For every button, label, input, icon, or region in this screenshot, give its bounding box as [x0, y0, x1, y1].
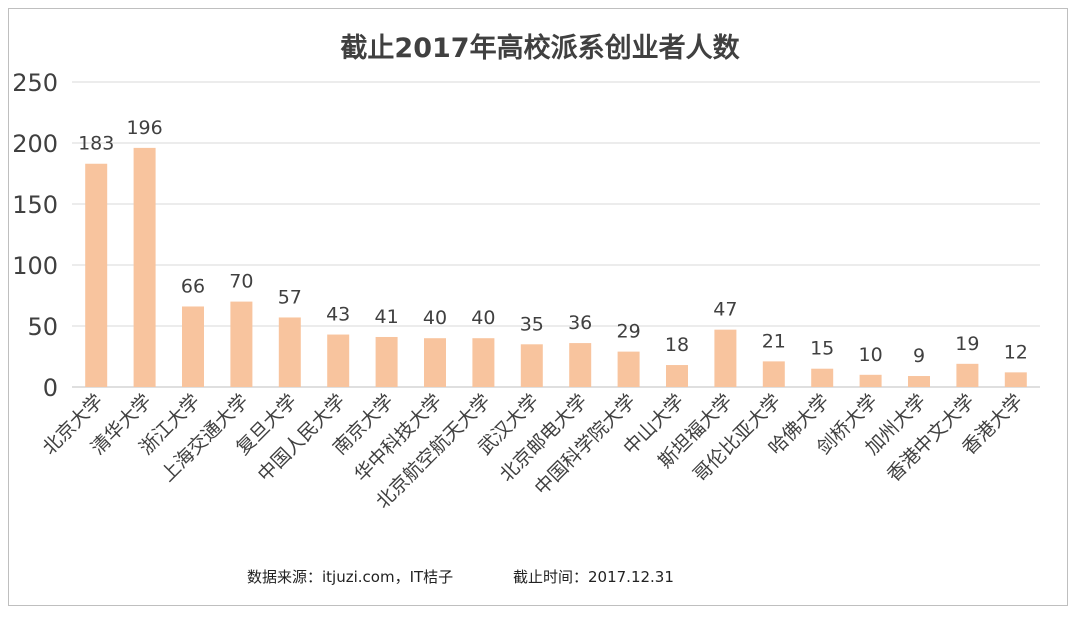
- cutoff-date-note: 截止时间：2017.12.31: [513, 568, 674, 586]
- y-tick-label: 250: [12, 69, 58, 97]
- bar: [327, 334, 350, 387]
- bar: [424, 338, 446, 387]
- data-label: 196: [126, 117, 162, 139]
- data-label: 12: [1004, 341, 1028, 363]
- bar: [182, 306, 204, 387]
- bar: [85, 163, 108, 387]
- y-tick-label: 100: [12, 252, 58, 280]
- bar: [133, 147, 156, 387]
- bar: [956, 363, 979, 387]
- bar: [666, 365, 688, 387]
- data-label: 19: [955, 333, 979, 355]
- bar: [520, 344, 543, 387]
- bar: [617, 351, 640, 387]
- bar: [1004, 372, 1027, 387]
- data-label: 21: [762, 330, 786, 352]
- data-label: 40: [471, 307, 495, 329]
- data-label: 70: [229, 271, 253, 293]
- gridlines: [72, 81, 1040, 388]
- data-label: 66: [181, 275, 205, 297]
- data-label: 41: [375, 306, 399, 328]
- y-tick-label: 50: [27, 313, 58, 341]
- data-label: 40: [423, 307, 447, 329]
- data-source-note: 数据来源：itjuzi.com，IT桔子: [247, 568, 454, 586]
- chart-title: 截止2017年高校派系创业者人数: [340, 33, 740, 64]
- data-label: 43: [326, 304, 350, 326]
- x-axis: 北京大学清华大学浙江大学上海交通大学复旦大学中国人民大学南京大学华中科技大学北京…: [38, 390, 1027, 513]
- data-label: 183: [78, 133, 114, 155]
- data-label: 36: [568, 312, 592, 334]
- data-labels: 183 196 66 70 57 43 41 40 40 35 36 29 18 47 21 15 10 9 19 1…: [78, 117, 1028, 367]
- bar: [762, 361, 785, 387]
- data-label: 18: [665, 334, 689, 356]
- data-label: 15: [810, 338, 834, 360]
- data-label: 35: [520, 313, 544, 335]
- data-label: 57: [278, 286, 302, 308]
- bar: [472, 338, 495, 387]
- data-label: 9: [913, 345, 925, 367]
- bar: [569, 343, 592, 387]
- bar: [908, 376, 930, 387]
- bar: [714, 329, 737, 387]
- bar: [278, 317, 301, 387]
- y-tick-label: 0: [43, 374, 58, 402]
- data-label: 29: [617, 321, 641, 343]
- bar: [859, 374, 882, 387]
- bar: [811, 368, 834, 387]
- bar: [375, 336, 398, 387]
- bars: [85, 147, 1027, 387]
- y-axis: 0 50 100 150 200 250: [12, 69, 58, 402]
- y-tick-label: 200: [12, 130, 58, 158]
- data-label: 47: [713, 299, 737, 321]
- data-label: 10: [859, 344, 883, 366]
- y-tick-label: 150: [12, 191, 58, 219]
- bar: [230, 301, 253, 387]
